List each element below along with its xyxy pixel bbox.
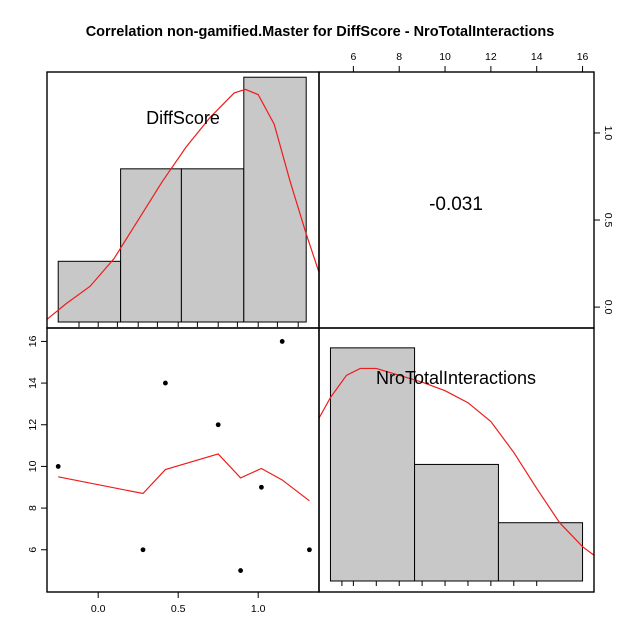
top-axis: 6 8 10 12 14 16: [350, 51, 589, 73]
top-axis-label-5: 16: [577, 51, 589, 63]
bottom-axis-label-2: 1.0: [251, 603, 266, 615]
panel-border-bottom-right: [318, 327, 595, 593]
bottom-axis: 0.0 0.5 1.0: [91, 591, 266, 615]
correlation-panel: -0.031 6 8 10 12 14 16: [350, 51, 588, 215]
top-axis-label-2: 10: [439, 51, 451, 63]
scatter-point-6: [279, 339, 285, 344]
variable-label-interactions: NroTotalInteractions: [376, 368, 536, 388]
scatter-point-0: [55, 464, 61, 469]
right-axis-label-1: 0.5: [602, 213, 614, 228]
left-axis: 6 8 10 12 14 16: [27, 335, 48, 553]
left-axis-label-2: 10: [27, 460, 39, 472]
top-axis-label-3: 12: [485, 51, 497, 63]
smooth-line: [58, 453, 310, 502]
diffscore-histogram-panel: DiffScore 0.0 0.5 1.0: [46, 76, 614, 327]
histogram-bar-1: [120, 168, 182, 323]
scatter-point-5: [259, 484, 264, 490]
top-axis-label-4: 14: [531, 51, 543, 63]
variable-label-diffscore: DiffScore: [146, 108, 220, 128]
scatter-point-7: [307, 547, 312, 553]
scatter-point-3: [215, 422, 221, 428]
bottom-axis-label-1: 0.5: [171, 603, 186, 615]
correlation-value: -0.031: [429, 194, 483, 215]
histogram-bar-2: [180, 168, 245, 323]
left-axis-label-3: 12: [27, 419, 39, 431]
histogram-bar-2: [497, 522, 584, 582]
density-curve: [46, 88, 320, 320]
scatter-point-1: [140, 547, 146, 553]
histogram-bar-1: [414, 463, 499, 582]
histogram-bar-3: [243, 76, 307, 323]
histogram-bar-0: [57, 260, 122, 323]
chart-title: Correlation non-gamified.Master for Diff…: [86, 24, 555, 40]
scatter-point-2: [163, 380, 168, 386]
right-axis-label-0: 0.0: [602, 300, 614, 315]
right-axis: 0.0 0.5 1.0: [593, 126, 614, 315]
top-axis-label-0: 6: [350, 51, 356, 63]
left-axis-label-0: 6: [27, 547, 39, 553]
left-axis-label-1: 8: [27, 505, 39, 511]
panel-border-bottom-left: [46, 327, 320, 593]
left-axis-label-4: 14: [27, 377, 39, 389]
density-curve: [318, 367, 595, 556]
left-axis-label-5: 16: [27, 335, 39, 347]
bottom-axis-label-0: 0.0: [91, 603, 106, 615]
top-axis-label-1: 8: [396, 51, 402, 63]
scatter-panel: 0.0 0.5 1.0 6 8 10 12 14 16: [27, 335, 312, 615]
interactions-histogram-panel: NroTotalInteractions: [318, 347, 595, 586]
right-axis-label-2: 1.0: [602, 126, 614, 141]
histogram-bar-0: [329, 347, 416, 582]
scatter-point-4: [238, 568, 244, 573]
